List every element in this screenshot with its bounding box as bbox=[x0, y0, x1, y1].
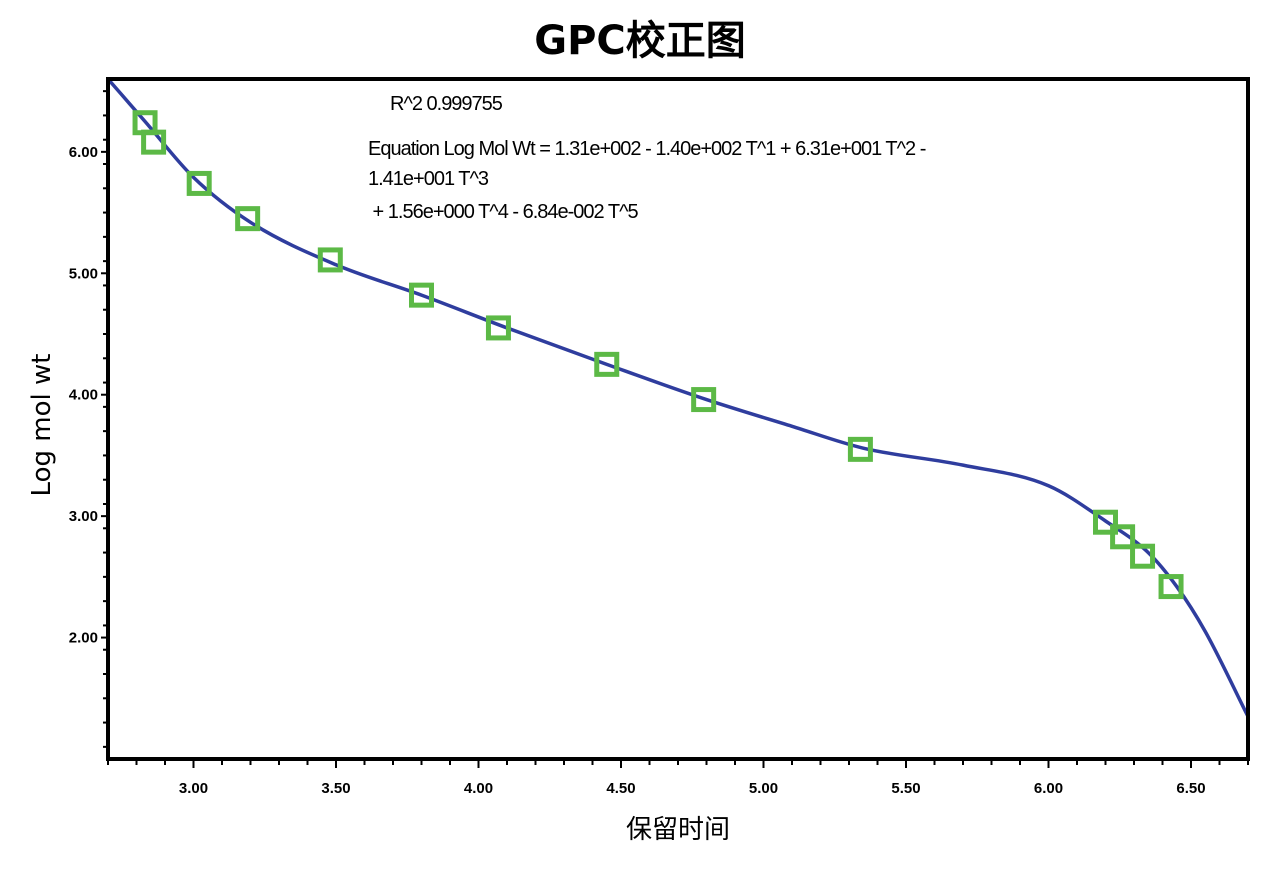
y-tick-label: 4.00 bbox=[69, 387, 98, 404]
x-tick-label: 4.50 bbox=[606, 780, 635, 797]
y-tick-label: 5.00 bbox=[69, 265, 98, 282]
y-axis-title: Log mol wt bbox=[27, 354, 57, 497]
data-point-marker bbox=[691, 387, 717, 413]
y-tick-label: 6.00 bbox=[69, 144, 98, 161]
plot-area-frame bbox=[106, 77, 1250, 761]
data-markers bbox=[132, 110, 1184, 600]
equation-line-1: Equation Log Mol Wt = 1.31e+002 - 1.40e+… bbox=[368, 138, 926, 160]
data-point-marker bbox=[1110, 524, 1136, 550]
equation-line-2: 1.41e+001 T^3 bbox=[368, 168, 489, 190]
x-axis-title: 保留时间 bbox=[626, 815, 730, 845]
data-point-marker bbox=[485, 315, 511, 341]
data-point-marker bbox=[594, 351, 620, 377]
x-tick-label: 3.00 bbox=[179, 780, 208, 797]
data-point-marker bbox=[235, 206, 261, 232]
y-tick-label: 2.00 bbox=[69, 630, 98, 647]
x-tick-label: 6.50 bbox=[1176, 780, 1205, 797]
r-squared-annotation: R^2 0.999755 bbox=[390, 93, 503, 115]
x-tick-label: 4.00 bbox=[464, 780, 493, 797]
fit-curve-layer bbox=[106, 77, 1250, 718]
data-point-marker bbox=[847, 436, 873, 462]
x-axis: 3.00 3.50 4.00 4.50 5.00 5.50 6.00 6.50 bbox=[179, 759, 1206, 797]
data-point-marker bbox=[186, 170, 212, 196]
data-point-marker bbox=[1158, 574, 1184, 600]
x-tick-label: 5.50 bbox=[891, 780, 920, 797]
x-tick-label: 3.50 bbox=[321, 780, 350, 797]
minor-ticks bbox=[103, 90, 1249, 765]
fit-curve-line bbox=[106, 77, 1250, 718]
x-tick-label: 6.00 bbox=[1034, 780, 1063, 797]
data-point-marker bbox=[409, 282, 434, 308]
data-point-marker bbox=[141, 129, 167, 155]
y-axis: 2.00 3.00 4.00 5.00 6.00 bbox=[69, 144, 108, 647]
equation-line-3: + 1.56e+000 T^4 - 6.84e-002 T^5 bbox=[368, 201, 638, 223]
chart-title: GPC校正图 bbox=[534, 18, 746, 64]
data-point-marker bbox=[1093, 509, 1118, 535]
x-tick-label: 5.00 bbox=[749, 780, 778, 797]
y-tick-label: 3.00 bbox=[69, 508, 98, 525]
data-point-marker bbox=[317, 247, 343, 273]
data-point-marker bbox=[1130, 543, 1156, 569]
